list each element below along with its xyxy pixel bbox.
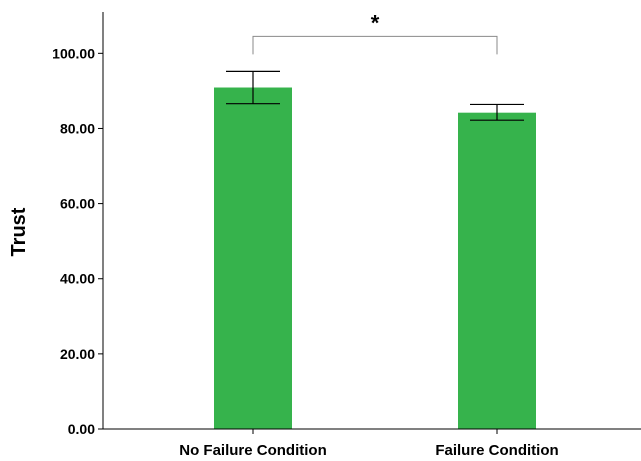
- significance-marker: *: [371, 10, 380, 35]
- y-tick-label: 100.00: [52, 45, 95, 61]
- y-tick-label: 60.00: [60, 196, 95, 212]
- x-category-label: No Failure Condition: [179, 442, 327, 459]
- plot-marks: *: [214, 10, 536, 430]
- significance-bracket: [252, 35, 498, 55]
- x-category-labels: No Failure Condition Failure Condition: [179, 429, 559, 459]
- axes: [102, 12, 641, 430]
- bar: [214, 87, 292, 430]
- y-tick-label: 20.00: [60, 346, 95, 362]
- y-ticks: 0.00 20.00 40.00 60.00 80.00 100.00: [52, 45, 103, 437]
- y-axis-title: Trust: [8, 207, 30, 256]
- y-tick-label: 0.00: [68, 421, 95, 437]
- y-tick-label: 40.00: [60, 271, 95, 287]
- x-category-label: Failure Condition: [435, 442, 558, 459]
- y-tick-label: 80.00: [60, 120, 95, 136]
- bar: [458, 112, 536, 429]
